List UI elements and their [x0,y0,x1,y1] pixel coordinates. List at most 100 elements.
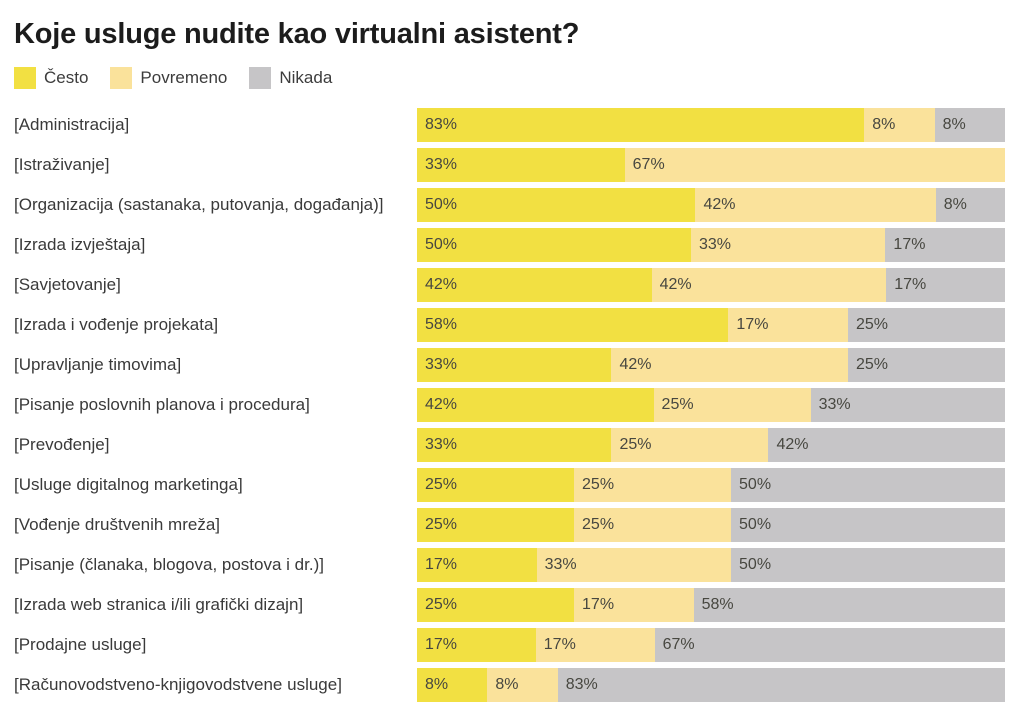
stacked-bar: 33% 25% 42% [417,428,1005,462]
bar-segment-c-esto: 83% [417,108,865,142]
segment-value-label: 25% [425,516,458,533]
bar-segment-povremeno: 8% [864,108,935,142]
bar-segment-nikada: 8% [934,108,1005,142]
bar-segment-nikada: 33% [810,388,1005,422]
chart-row: [Vođenje društvenih mreža] 25% 25% 50% [14,505,1006,545]
bar-segment-c-esto: 33% [417,428,612,462]
bar-segment-povremeno: 17% [574,588,694,622]
segment-value-label: 8% [495,676,519,693]
stacked-bar: 50% 33% 17% [417,228,1005,262]
segment-value-label: 50% [425,196,458,213]
bar-segment-c-esto: 42% [417,388,654,422]
stacked-bar: 8% 8% 83% [417,668,1005,702]
bar-segment-nikada: 42% [768,428,1005,462]
chart-row: [Savjetovanje] 42% 42% 17% [14,265,1005,305]
stacked-bar: 25% 25% 50% [417,508,1006,542]
bar-segment-nikada: 25% [847,348,1005,382]
category-label: [Vođenje društvenih mreža] [14,515,221,535]
segment-value-label: 58% [701,596,734,613]
bar-segment-nikada: 17% [886,268,1005,302]
bar-segment-nikada: 50% [731,548,1005,582]
category-label: [Pisanje (članaka, blogova, postova i dr… [14,555,324,575]
bar-segment-povremeno: 25% [574,508,732,542]
segment-value-label: 25% [425,596,458,613]
chart-row: [Pisanje poslovnih planova i procedura] 4… [14,385,1005,425]
segment-value-label: 17% [543,636,576,653]
category-label: [Upravljanje timovima] [14,355,182,375]
bar-segment-nikada: 58% [693,588,1006,622]
segment-value-label: 42% [703,196,736,213]
category-label: [Pisanje poslovnih planova i procedura] [14,395,310,415]
bar-segment-povremeno: 25% [611,428,769,462]
segment-value-label: 8% [425,676,449,693]
category-label: [Prodajne usluge] [14,635,147,655]
category-label: [Prevođenje] [14,435,110,455]
stacked-bar: 17% 33% 50% [417,548,1005,582]
segment-value-label: 8% [872,116,896,133]
bar-segment-povremeno: 25% [653,388,811,422]
bar-segment-c-esto: 50% [417,188,696,222]
bar-segment-povremeno: 25% [574,468,732,502]
bar-segment-c-esto: 33% [417,348,612,382]
legend-swatch-nikada [249,67,272,89]
segment-value-label: 83% [425,116,458,133]
segment-value-label: 33% [425,436,458,453]
bar-segment-c-esto: 25% [417,588,575,622]
bar-segment-c-esto: 8% [417,668,488,702]
bar-segment-nikada: 17% [885,228,1005,262]
bar-segment-nikada: 50% [731,468,1006,502]
segment-value-label: 42% [425,276,458,293]
segment-value-label: 25% [425,476,458,493]
segment-value-label: 33% [425,356,458,373]
segment-value-label: 33% [544,556,577,573]
bar-segment-c-esto: 50% [417,228,691,262]
segment-value-label: 33% [818,396,851,413]
stacked-bar: 50% 42% 8% [417,188,1005,222]
category-label: [Izrada i vođenje projekata] [14,315,219,335]
bar-segment-c-esto: 33% [417,148,625,182]
segment-value-label: 42% [659,276,692,293]
bar-segment-povremeno: 33% [536,548,732,582]
chart-row: [Istraživanje] 33% 67% [14,145,1005,185]
category-label: [Računovodstveno-knjigovodstvene usluge] [14,675,342,695]
bar-segment-povremeno: 67% [624,148,1005,182]
chart-row: [Prodajne usluge] 17% 17% 67% [14,625,1005,665]
segment-value-label: 17% [425,636,458,653]
legend-label-cesto: Često [44,68,89,87]
bar-segment-c-esto: 25% [417,508,575,542]
segment-value-label: 50% [425,236,458,253]
segment-value-label: 17% [582,596,615,613]
segment-value-label: 17% [894,276,927,293]
stacked-bar: 33% 42% 25% [417,348,1005,382]
chart-row: [Administracija] 83% 8% 8% [14,105,1005,145]
bar-segment-nikada: 50% [731,508,1006,542]
segment-value-label: 67% [632,156,665,173]
segment-value-label: 25% [619,436,652,453]
bar-segment-povremeno: 17% [728,308,848,342]
chart-row: [Izrada web stranica i/ili grafički diza… [14,585,1006,625]
segment-value-label: 33% [425,156,458,173]
chart-row: [Računovodstveno-knjigovodstvene usluge]… [14,665,1005,705]
legend-label-nikada: Nikada [279,68,333,87]
stacked-bar: 42% 25% 33% [417,388,1005,422]
chart-row: [Organizacija (sastanaka, putovanja, dog… [14,185,1005,225]
segment-value-label: 42% [425,396,458,413]
segment-value-label: 25% [582,476,615,493]
chart-row: [Izrada izvještaja] 50% 33% 17% [14,225,1005,265]
bar-segment-c-esto: 58% [417,308,729,342]
stacked-bar: 42% 42% 17% [417,268,1005,302]
legend-swatch-cesto [14,67,36,89]
category-label: [Izrada web stranica i/ili grafički diza… [14,595,304,615]
segment-value-label: 25% [582,516,615,533]
segment-value-label: 8% [943,196,967,213]
bar-segment-povremeno: 42% [611,348,848,382]
chart-row: [Usluge digitalnog marketinga] 25% 25% 50% [14,465,1006,505]
segment-value-label: 83% [565,676,598,693]
category-label: [Organizacija (sastanaka, putovanja, dog… [14,195,384,215]
stacked-bar: 25% 25% 50% [417,468,1006,502]
bar-segment-nikada: 67% [654,628,1005,662]
category-label: [Savjetovanje] [14,275,121,295]
category-label: [Izrada izvještaja] [14,235,146,255]
bar-segment-nikada: 25% [848,308,1006,342]
